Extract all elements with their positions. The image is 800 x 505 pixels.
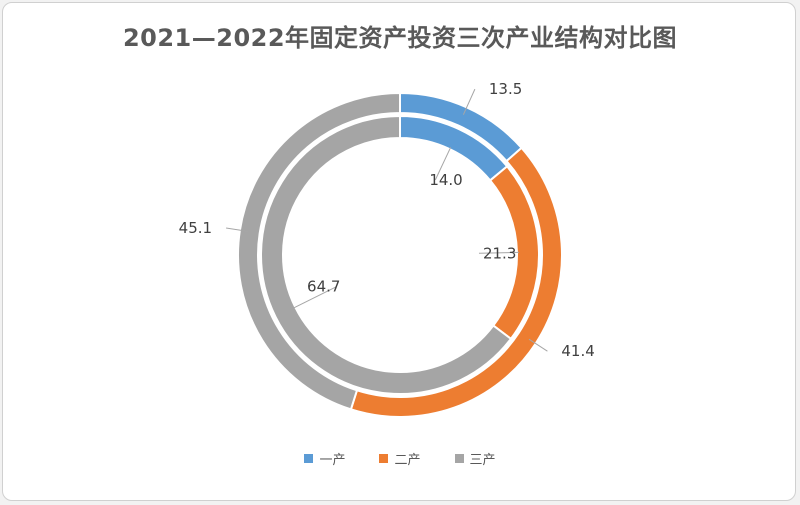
leader-line-inner-secondary	[478, 251, 519, 254]
data-label-inner-secondary: 21.3	[483, 244, 516, 262]
legend-swatch-tertiary	[454, 454, 464, 463]
data-label-outer-secondary: 41.4	[561, 342, 594, 360]
legend-label-tertiary: 三产	[469, 453, 496, 468]
legend-label-secondary: 二产	[394, 453, 421, 468]
slice-outer-tertiary[interactable]	[237, 91, 401, 411]
data-label-inner-primary: 14.0	[429, 171, 462, 189]
legend-swatch-primary	[304, 454, 314, 463]
legend-label-primary: 一产	[319, 453, 346, 468]
leader-line-inner-primary	[434, 147, 452, 181]
data-label-outer-tertiary: 45.1	[179, 219, 212, 237]
leader-line-inner-tertiary	[293, 286, 337, 309]
chart-title: 2021—2022年固定资产投资三次产业结构对比图	[122, 24, 678, 52]
data-label-outer-primary: 13.5	[489, 80, 522, 98]
leader-line-outer-tertiary	[226, 227, 248, 232]
data-label-inner-tertiary: 64.7	[307, 278, 340, 296]
legend-item-primary[interactable]: 一产	[304, 449, 345, 468]
legend: 一产 二产 三产	[0, 449, 800, 468]
legend-item-secondary[interactable]: 二产	[379, 449, 421, 468]
slice-inner-tertiary[interactable]	[260, 114, 513, 395]
leader-line-outer-primary	[462, 88, 476, 115]
leader-line-outer-secondary	[528, 338, 548, 352]
legend-swatch-secondary	[379, 454, 389, 463]
legend-item-tertiary[interactable]: 三产	[454, 449, 496, 468]
